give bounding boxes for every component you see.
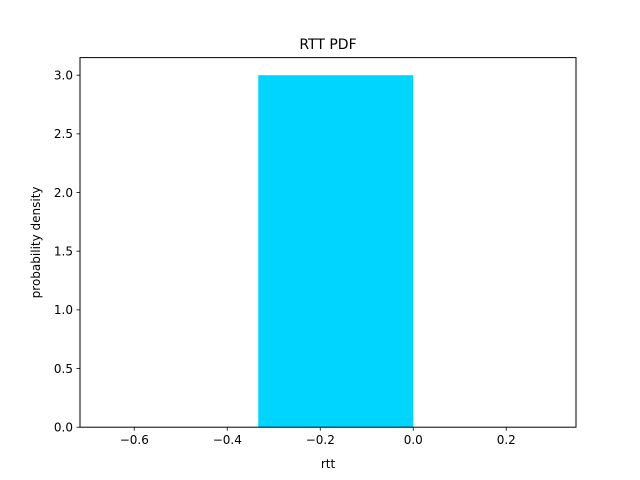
x-tick-label: −0.6 [120,433,149,447]
x-axis: −0.6 −0.4 −0.2 0.0 0.2 [120,427,516,447]
plot-area-frame [79,57,577,428]
y-tick-label: 1.5 [54,245,73,259]
y-tick-label: 0.5 [54,362,73,376]
y-tick-label: 0.0 [54,421,73,435]
y-axis: 0.0 0.5 1.0 1.5 2.0 2.5 3.0 [54,69,80,435]
chart-title: RTT PDF [299,37,356,53]
x-axis-title: rtt [321,457,336,471]
y-tick-label: 3.0 [54,69,73,83]
y-tick-label: 2.5 [54,127,73,141]
x-tick-label: 0.2 [497,433,516,447]
bars-layer [258,75,414,428]
x-tick-label: −0.4 [213,433,242,447]
y-tick-label: 1.0 [54,303,73,317]
bar-0 [258,75,414,428]
y-tick-label: 2.0 [54,186,73,200]
x-tick-label: 0.0 [404,433,423,447]
y-axis-title: probability density [29,186,43,298]
x-tick-label: −0.2 [306,433,335,447]
